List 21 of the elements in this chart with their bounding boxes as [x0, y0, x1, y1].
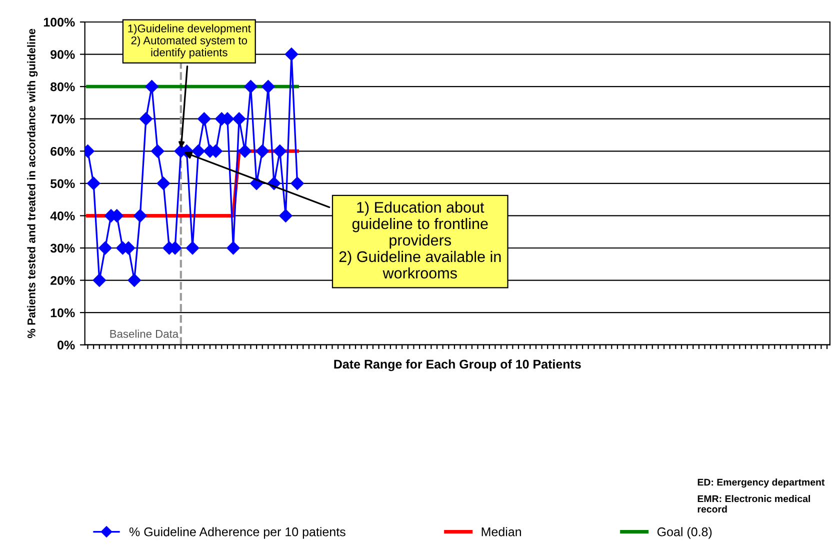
- y-tick-label: 90%: [50, 50, 75, 59]
- text: ED: Emergency department: [698, 478, 825, 488]
- y-tick-label: 70%: [50, 114, 75, 124]
- legend-label: Goal (0.8): [657, 527, 712, 539]
- x-axis-title: Date Range for Each Group of 10 Patients: [334, 359, 581, 372]
- text: EMR: Electronic medical record: [698, 495, 810, 513]
- y-tick-label: 0%: [58, 340, 75, 350]
- y-tick-label: 80%: [50, 82, 75, 92]
- y-tick-label: 50%: [50, 179, 75, 188]
- annotation: 1) Education about guideline to frontline providers 2) Guideline available in workrooms: [339, 202, 501, 279]
- annotation: 1)Guideline development 2) Automated system to identify patients: [128, 24, 251, 59]
- y-tick-label: 100%: [44, 18, 75, 27]
- y-tick-label: 60%: [50, 146, 75, 156]
- y-tick-label: 20%: [50, 276, 75, 285]
- y-axis-title: % Patients tested and treated in accordance with guideline: [27, 28, 38, 338]
- y-tick-label: 40%: [50, 212, 75, 220]
- legend-label: Median: [482, 527, 522, 536]
- y-tick-label: 10%: [50, 308, 75, 318]
- y-tick-label: 30%: [50, 244, 75, 253]
- legend-label: % Guideline Adherence per 10 patients: [129, 527, 346, 539]
- annotation: Baseline Data: [110, 330, 179, 338]
